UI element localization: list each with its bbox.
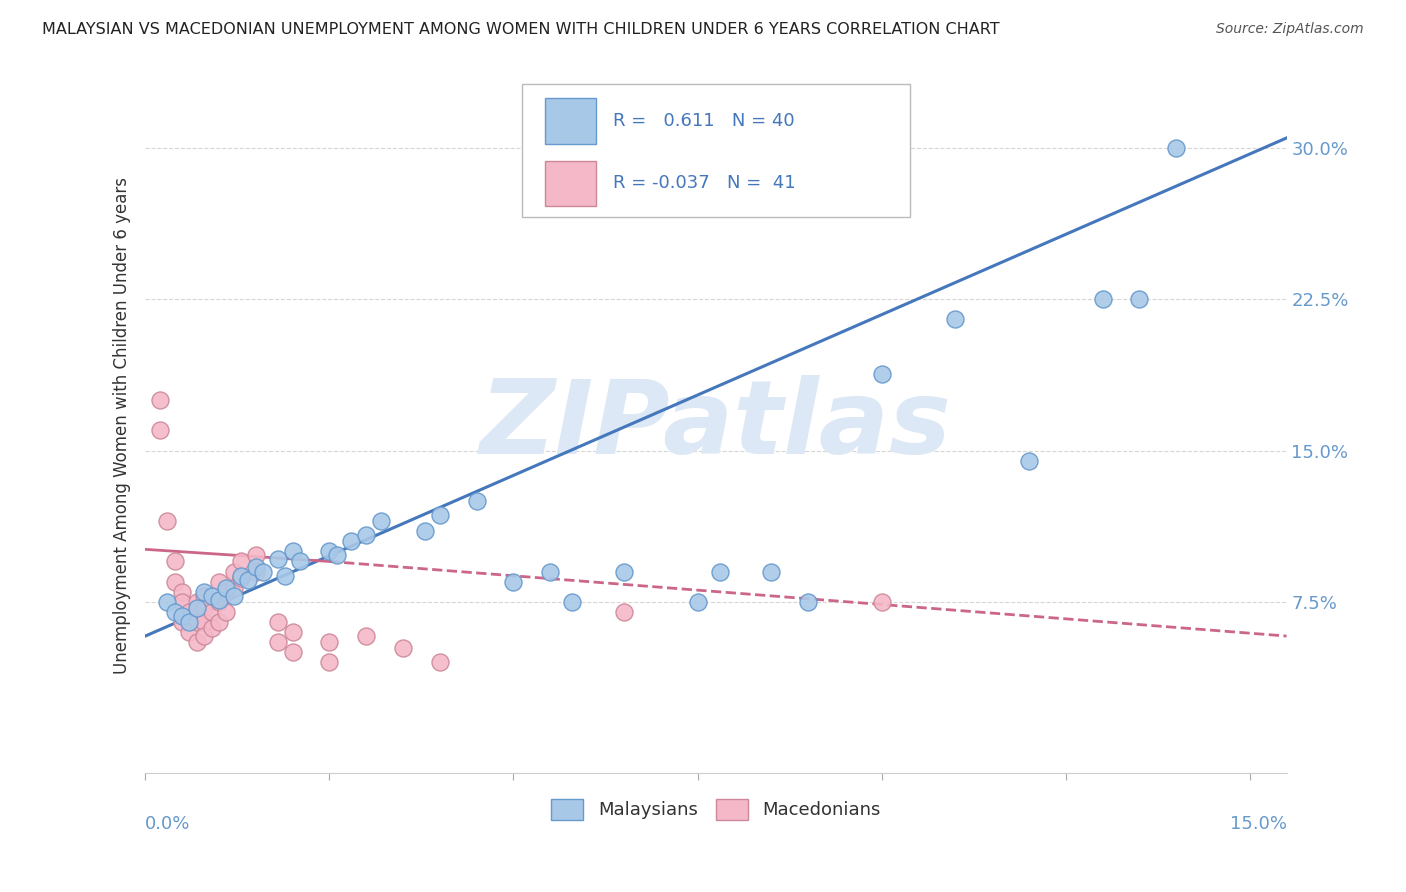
Bar	[544, 161, 596, 206]
Point	[208, 592, 231, 607]
Point	[613, 605, 636, 619]
Point	[281, 625, 304, 640]
Point	[429, 508, 451, 522]
Point	[163, 574, 186, 589]
Point	[759, 565, 782, 579]
Point	[193, 615, 215, 629]
Point	[465, 494, 488, 508]
Point	[709, 565, 731, 579]
Point	[238, 573, 260, 587]
Point	[318, 635, 340, 649]
Point	[1166, 141, 1188, 155]
Point	[222, 589, 245, 603]
Point	[870, 595, 893, 609]
Point	[502, 574, 524, 589]
Point	[222, 565, 245, 579]
Point	[245, 549, 267, 563]
Point	[200, 589, 222, 603]
Point	[229, 568, 252, 582]
Point	[208, 615, 231, 629]
Point	[172, 584, 194, 599]
Point	[274, 568, 297, 582]
Text: R = -0.037   N =  41: R = -0.037 N = 41	[613, 174, 796, 192]
Point	[1091, 293, 1114, 307]
Point	[318, 655, 340, 669]
Point	[267, 635, 290, 649]
Point	[186, 635, 208, 649]
Point	[1018, 453, 1040, 467]
Point	[340, 534, 363, 549]
Point	[354, 528, 377, 542]
Point	[318, 544, 340, 558]
Point	[186, 615, 208, 629]
Point	[200, 605, 222, 619]
Point	[200, 621, 222, 635]
Point	[193, 584, 215, 599]
Point	[281, 544, 304, 558]
Point	[943, 312, 966, 326]
Point	[215, 584, 238, 599]
Point	[193, 600, 215, 615]
Point	[172, 595, 194, 609]
Point	[215, 581, 238, 595]
Point	[354, 629, 377, 643]
Point	[229, 554, 252, 568]
Bar	[544, 98, 596, 144]
Point	[215, 605, 238, 619]
Point	[288, 554, 311, 568]
Point	[172, 608, 194, 623]
Point	[186, 600, 208, 615]
Point	[179, 605, 201, 619]
Text: Source: ZipAtlas.com: Source: ZipAtlas.com	[1216, 22, 1364, 37]
Text: ZIPatlas: ZIPatlas	[479, 375, 952, 475]
FancyBboxPatch shape	[522, 85, 910, 217]
Point	[797, 595, 820, 609]
Point	[156, 514, 179, 528]
Point	[1128, 293, 1150, 307]
Point	[156, 595, 179, 609]
Point	[179, 615, 201, 629]
Point	[229, 571, 252, 585]
Point	[186, 595, 208, 609]
Point	[222, 581, 245, 595]
Point	[245, 560, 267, 574]
Point	[538, 565, 561, 579]
Point	[413, 524, 436, 539]
Point	[163, 554, 186, 568]
Text: 15.0%: 15.0%	[1230, 815, 1286, 833]
Point	[245, 565, 267, 579]
Legend: Malaysians, Macedonians: Malaysians, Macedonians	[544, 791, 889, 827]
Point	[149, 393, 172, 408]
Point	[392, 641, 415, 656]
Point	[252, 565, 274, 579]
Point	[370, 514, 392, 528]
Text: MALAYSIAN VS MACEDONIAN UNEMPLOYMENT AMONG WOMEN WITH CHILDREN UNDER 6 YEARS COR: MALAYSIAN VS MACEDONIAN UNEMPLOYMENT AMO…	[42, 22, 1000, 37]
Point	[208, 574, 231, 589]
Point	[179, 625, 201, 640]
Point	[561, 595, 583, 609]
Point	[686, 595, 709, 609]
Point	[429, 655, 451, 669]
Point	[149, 423, 172, 437]
Point	[172, 615, 194, 629]
Y-axis label: Unemployment Among Women with Children Under 6 years: Unemployment Among Women with Children U…	[114, 177, 131, 673]
Text: R =   0.611   N = 40: R = 0.611 N = 40	[613, 112, 794, 129]
Point	[281, 645, 304, 659]
Point	[326, 549, 349, 563]
Point	[193, 589, 215, 603]
Point	[208, 595, 231, 609]
Text: 0.0%: 0.0%	[145, 815, 191, 833]
Point	[267, 615, 290, 629]
Point	[267, 552, 290, 566]
Point	[870, 367, 893, 381]
Point	[193, 629, 215, 643]
Point	[613, 565, 636, 579]
Point	[163, 605, 186, 619]
